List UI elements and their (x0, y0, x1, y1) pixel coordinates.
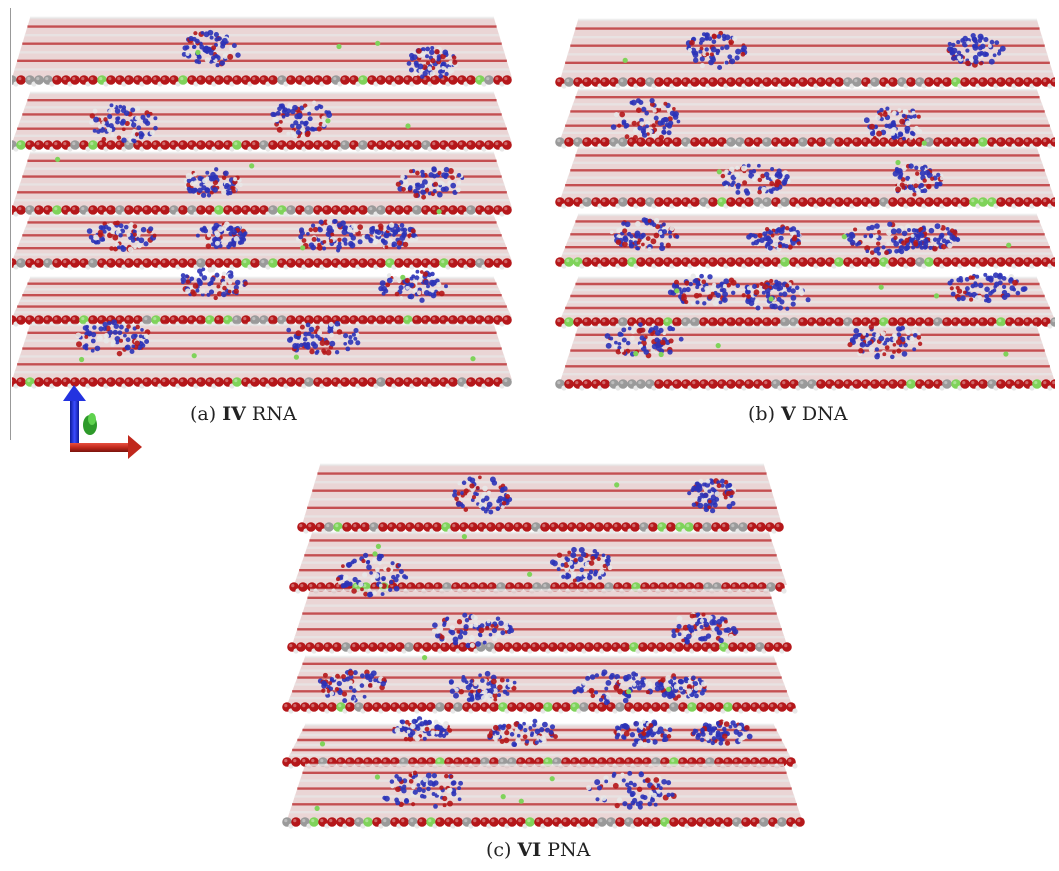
panel-a-caption: (a) IV RNA (190, 403, 297, 425)
panel-c-molecular-layers (282, 463, 805, 829)
panel-a-name: RNA (251, 403, 297, 425)
panel-a-render (12, 8, 512, 393)
panel-c-caption: (c) VI PNA (486, 839, 590, 861)
panel-a-molecular-layers (12, 16, 512, 389)
left-border-line (10, 8, 11, 440)
panel-b-name: DNA (801, 403, 848, 425)
panel-b-caption: (b) V DNA (748, 403, 847, 425)
panel-c-name: PNA (547, 839, 591, 861)
panel-c-label: (c) (486, 839, 512, 861)
panel-a-label: (a) (190, 403, 217, 425)
panel-b-label: (b) (748, 403, 775, 425)
panel-c-render (282, 455, 812, 833)
panel-b-molecular-layers (555, 18, 1055, 391)
panel-c-bold: VI (517, 839, 542, 861)
panel-b-render (555, 10, 1055, 395)
panel-a-bold: IV (222, 403, 246, 425)
panel-b-bold: V (781, 403, 796, 425)
xyz-axes-icon (58, 385, 148, 464)
